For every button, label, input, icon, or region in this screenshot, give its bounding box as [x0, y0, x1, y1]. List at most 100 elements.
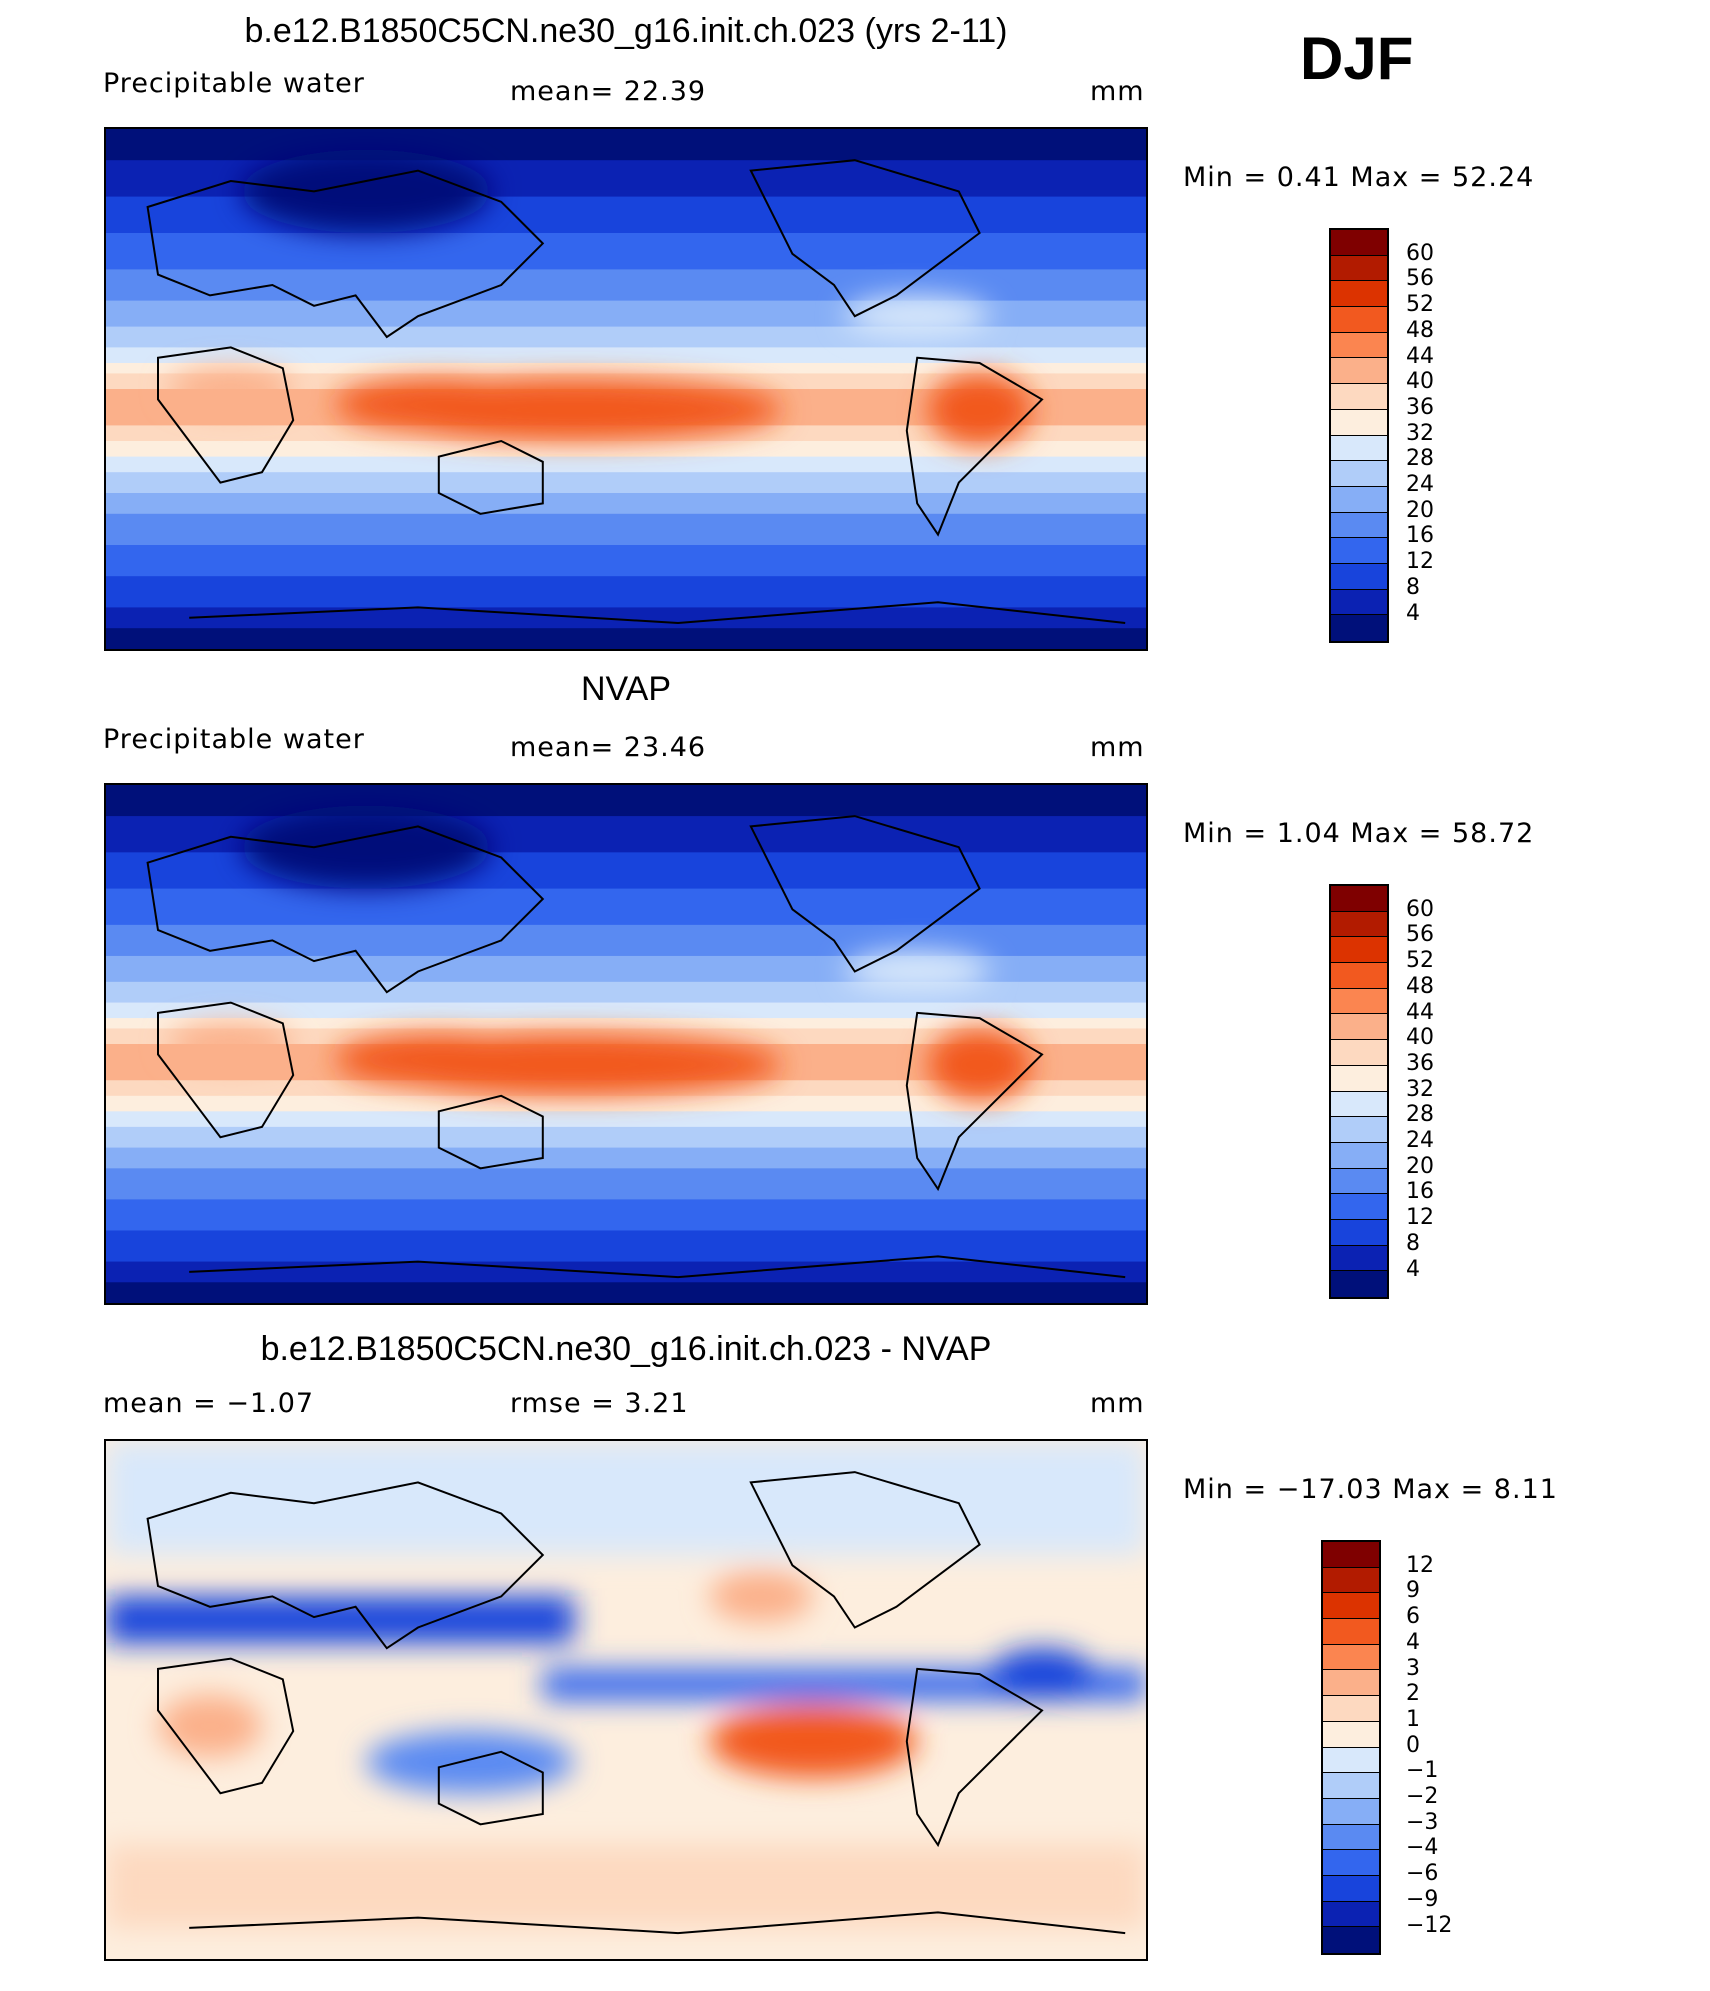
colorbar-segment: [1323, 1824, 1379, 1851]
colorbar-tick-label: 16: [1406, 1179, 1434, 1205]
panel-3-units: mm: [1090, 1388, 1145, 1419]
colorbar-tick-label: 56: [1406, 922, 1434, 948]
colorbar-segment: [1323, 1644, 1379, 1671]
panel-2-map: [104, 783, 1148, 1305]
colorbar-tick-label: 8: [1406, 1230, 1420, 1256]
coastline: [437, 1094, 544, 1170]
colorbar-tick-label: 32: [1406, 420, 1434, 446]
colorbar-tick-label: 20: [1406, 1153, 1434, 1179]
coastline: [157, 346, 295, 484]
colorbar-tick-label: 1: [1406, 1706, 1420, 1732]
coastline: [157, 1001, 295, 1139]
colorbar-tick-label: −9: [1406, 1886, 1439, 1912]
colorbar-tick-label: 24: [1406, 472, 1434, 497]
colorbar-tick-label: 56: [1406, 266, 1434, 292]
colorbar-tick-label: 60: [1406, 240, 1434, 266]
panel-2-variable-label: Precipitable water: [103, 724, 365, 755]
colorbar-segment: [1323, 1798, 1379, 1825]
colorbar-segment: [1331, 255, 1387, 282]
colorbar-segment: [1331, 1014, 1387, 1041]
panel-2-title: NVAP: [580, 670, 672, 708]
colorbar-segment: [1331, 911, 1387, 938]
colorbar-segment: [1331, 1271, 1387, 1297]
colorbar-segment: [1331, 988, 1387, 1015]
colorbar-segment: [1331, 937, 1387, 964]
colorbar-segment: [1331, 1091, 1387, 1118]
season-label: DJF: [1300, 25, 1414, 92]
colorbar-tick-label: 52: [1406, 948, 1434, 974]
colorbar-tick-label: −12: [1406, 1912, 1453, 1938]
colorbar-segment: [1331, 538, 1387, 564]
colorbar-segment: [1331, 589, 1387, 616]
panel-3-map: [104, 1439, 1148, 1961]
panel-1-colorbar: [1329, 228, 1389, 643]
colorbar-tick-label: 20: [1406, 497, 1434, 523]
colorbar-segment: [1331, 486, 1387, 513]
colorbar-tick-label: 32: [1406, 1076, 1434, 1102]
colorbar-segment: [1323, 1773, 1379, 1799]
panel-1-title: b.e12.B1850C5CN.ne30_g16.init.ch.023 (yr…: [244, 12, 1008, 50]
coastline: [905, 1667, 1044, 1848]
colorbar-tick-label: 28: [1406, 446, 1434, 472]
panel-3-rmse-label: rmse = 3.21: [510, 1388, 689, 1419]
colorbar-segment: [1331, 281, 1387, 308]
colorbar-segment: [1331, 435, 1387, 462]
colorbar-tick-label: −2: [1406, 1784, 1439, 1809]
colorbar-segment: [1331, 384, 1387, 410]
colorbar-segment: [1331, 409, 1387, 436]
panel-2-units: mm: [1090, 732, 1145, 763]
panel-3-mean-label: mean = −1.07: [103, 1388, 315, 1419]
panel-1-units: mm: [1090, 76, 1145, 107]
panel-2-minmax: Min = 1.04 Max = 58.72: [1183, 818, 1535, 849]
colorbar-segment: [1323, 1875, 1379, 1902]
panel-1-mean-label: mean= 22.39: [510, 76, 707, 107]
panel-1-map: [104, 127, 1148, 651]
colorbar-tick-label: 40: [1406, 1025, 1434, 1051]
colorbar-tick-label: 8: [1406, 574, 1420, 600]
colorbar-tick-label: 44: [1406, 343, 1434, 369]
colorbar-segment: [1323, 1901, 1379, 1928]
colorbar-segment: [1323, 1747, 1379, 1774]
colorbar-tick-label: 6: [1406, 1604, 1420, 1630]
colorbar-segment: [1331, 461, 1387, 487]
colorbar-segment: [1331, 332, 1387, 359]
colorbar-tick-label: 3: [1406, 1655, 1420, 1681]
colorbar-segment: [1323, 1567, 1379, 1594]
colorbar-tick-label: −3: [1406, 1809, 1439, 1835]
panel-3-colorbar: [1321, 1540, 1381, 1955]
panel-3-title: b.e12.B1850C5CN.ne30_g16.init.ch.023 - N…: [260, 1330, 992, 1368]
coastline: [189, 1255, 1126, 1279]
coastline: [749, 1471, 981, 1629]
colorbar-segment: [1331, 886, 1387, 912]
colorbar-segment: [1323, 1670, 1379, 1697]
coastline: [437, 1750, 544, 1826]
colorbar-tick-label: 36: [1406, 394, 1434, 420]
colorbar-segment: [1323, 1850, 1379, 1876]
panel-3-minmax: Min = −17.03 Max = 8.11: [1183, 1474, 1558, 1505]
colorbar-tick-label: 4: [1406, 600, 1420, 626]
colorbar-tick-label: 40: [1406, 369, 1434, 395]
colorbar-tick-label: 16: [1406, 523, 1434, 549]
colorbar-segment: [1331, 1194, 1387, 1220]
colorbar-segment: [1331, 1065, 1387, 1092]
coastline: [146, 1481, 545, 1650]
colorbar-tick-label: 28: [1406, 1102, 1434, 1128]
coastline: [749, 159, 981, 318]
coastline: [437, 439, 544, 515]
colorbar-tick-label: 60: [1406, 896, 1434, 922]
coastline: [157, 1657, 295, 1795]
colorbar-tick-label: 48: [1406, 317, 1434, 343]
colorbar-tick-label: −1: [1406, 1758, 1439, 1784]
colorbar-tick-label: 12: [1406, 1205, 1434, 1231]
colorbar-tick-label: 52: [1406, 292, 1434, 318]
colorbar-tick-label: 4: [1406, 1629, 1420, 1655]
colorbar-tick-label: 48: [1406, 973, 1434, 999]
panel-1-minmax: Min = 0.41 Max = 52.24: [1183, 162, 1535, 193]
colorbar-tick-label: 12: [1406, 549, 1434, 575]
colorbar-tick-label: 44: [1406, 999, 1434, 1025]
colorbar-tick-label: −6: [1406, 1861, 1439, 1887]
coastline: [146, 169, 545, 339]
colorbar-segment: [1331, 615, 1387, 641]
colorbar-segment: [1323, 1721, 1379, 1748]
